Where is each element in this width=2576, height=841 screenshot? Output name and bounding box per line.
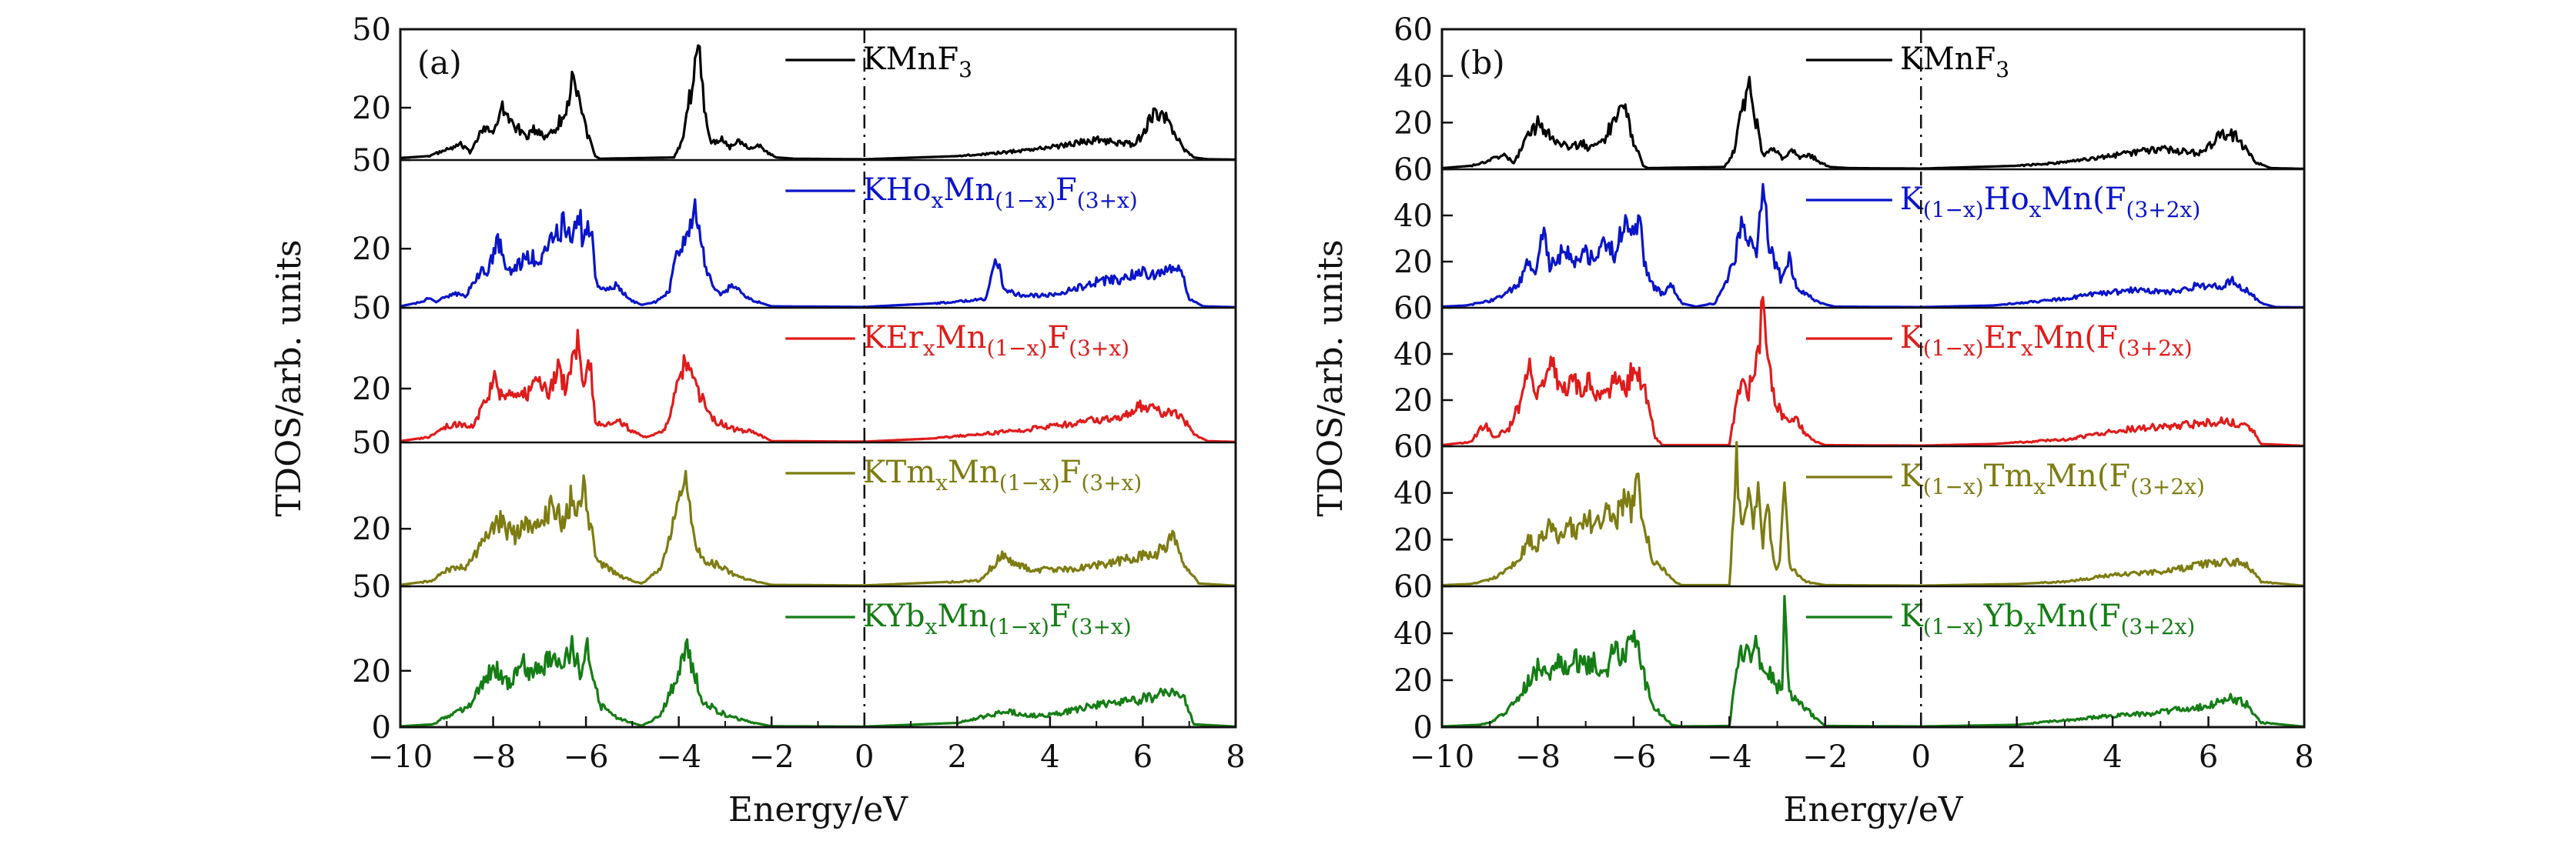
- y-tick-label: 60: [1393, 291, 1433, 326]
- x-tick-label: 6: [2199, 739, 2218, 775]
- y-tick-label: 60: [1393, 152, 1433, 188]
- y-tick-label: 60: [1393, 429, 1433, 465]
- x-tick-label: 4: [1040, 739, 1059, 775]
- legend-entry: KMnF3: [1900, 42, 2009, 82]
- panel-b: 604020KMnF3604020K(1−x)HoxMn(F(3+2x)6040…: [1311, 12, 2314, 829]
- y-tick-label: 50: [352, 569, 391, 605]
- series-line-1: [400, 44, 1236, 161]
- y-tick-label: 40: [1393, 199, 1433, 234]
- y-tick-label: 50: [352, 12, 391, 48]
- y-tick-label: 50: [352, 291, 391, 326]
- legend-entry: KHoxMn(1−x)F(3+x): [863, 172, 1138, 213]
- y-tick-label: 20: [352, 512, 391, 547]
- y-axis-title: TDOS/arb. units: [269, 239, 309, 516]
- x-axis-title: Energy/eV: [728, 790, 908, 829]
- legend-entry: KMnF3: [863, 42, 972, 82]
- legend-entry: KErxMn(1−x)F(3+x): [863, 320, 1129, 361]
- y-tick-label: 20: [1393, 245, 1433, 280]
- y-tick-label: 0: [1413, 710, 1433, 746]
- y-tick-label: 40: [1393, 337, 1433, 372]
- legend-entry: K(1−x)TmxMn(F(3+2x): [1900, 459, 2205, 499]
- panel-label: (b): [1459, 44, 1505, 82]
- panel-label: (a): [417, 44, 462, 82]
- series-line-1: [1441, 75, 2304, 170]
- x-tick-label: 4: [2103, 739, 2122, 775]
- series-line-3: [1441, 295, 2305, 447]
- x-tick-label: −10: [368, 739, 433, 775]
- y-tick-label: 0: [372, 710, 391, 746]
- series-line-4: [1441, 441, 2305, 587]
- y-tick-label: 20: [1393, 383, 1433, 419]
- series-line-2: [400, 198, 1236, 309]
- x-tick-label: −8: [470, 739, 516, 775]
- y-tick-label: 40: [1393, 59, 1433, 95]
- x-tick-label: 6: [1133, 739, 1153, 775]
- x-tick-label: 8: [1226, 739, 1245, 775]
- y-tick-label: 20: [352, 232, 391, 267]
- x-tick-label: 2: [948, 739, 967, 775]
- y-axis-title: TDOS/arb. units: [1311, 239, 1350, 516]
- legend-entry: K(1−x)YbxMn(F(3+2x): [1900, 599, 2195, 639]
- series-line-4: [400, 469, 1236, 587]
- x-tick-label: 0: [1911, 739, 1930, 775]
- panel-a: 5020KMnF35020KHoxMn(1−x)F(3+x)5020KErxMn…: [269, 12, 1246, 829]
- y-tick-label: 20: [1393, 105, 1433, 141]
- y-tick-label: 60: [1393, 569, 1433, 605]
- y-tick-label: 60: [1393, 12, 1433, 48]
- x-tick-label: −10: [1410, 739, 1474, 775]
- legend-entry: K(1−x)HoxMn(F(3+2x): [1900, 182, 2200, 222]
- x-tick-label: −4: [1707, 739, 1752, 775]
- y-tick-label: 20: [1393, 663, 1433, 699]
- legend-entry: KTmxMn(1−x)F(3+x): [863, 455, 1142, 496]
- x-tick-label: −6: [1611, 739, 1656, 775]
- series-line-5: [400, 635, 1236, 728]
- x-tick-label: −6: [564, 739, 609, 775]
- x-tick-label: −4: [656, 739, 701, 775]
- y-tick-label: 20: [352, 372, 391, 407]
- legend-entry: K(1−x)ErxMn(F(3+2x): [1900, 320, 2193, 361]
- legend-entry: KYbxMn(1−x)F(3+x): [863, 599, 1132, 639]
- y-tick-label: 20: [1393, 522, 1433, 558]
- x-axis-title: Energy/eV: [1783, 790, 1963, 829]
- x-tick-label: −2: [749, 739, 795, 775]
- y-tick-label: 50: [352, 426, 391, 461]
- x-tick-label: 0: [855, 739, 874, 775]
- y-tick-label: 50: [352, 143, 391, 179]
- x-tick-label: 2: [2007, 739, 2026, 775]
- y-tick-label: 20: [352, 654, 391, 689]
- x-tick-label: −2: [1802, 739, 1848, 775]
- x-tick-label: 8: [2294, 739, 2313, 775]
- y-tick-label: 40: [1393, 476, 1433, 512]
- y-tick-label: 40: [1393, 616, 1433, 652]
- x-tick-label: −8: [1515, 739, 1561, 775]
- series-line-3: [400, 329, 1236, 443]
- y-tick-label: 20: [352, 91, 391, 126]
